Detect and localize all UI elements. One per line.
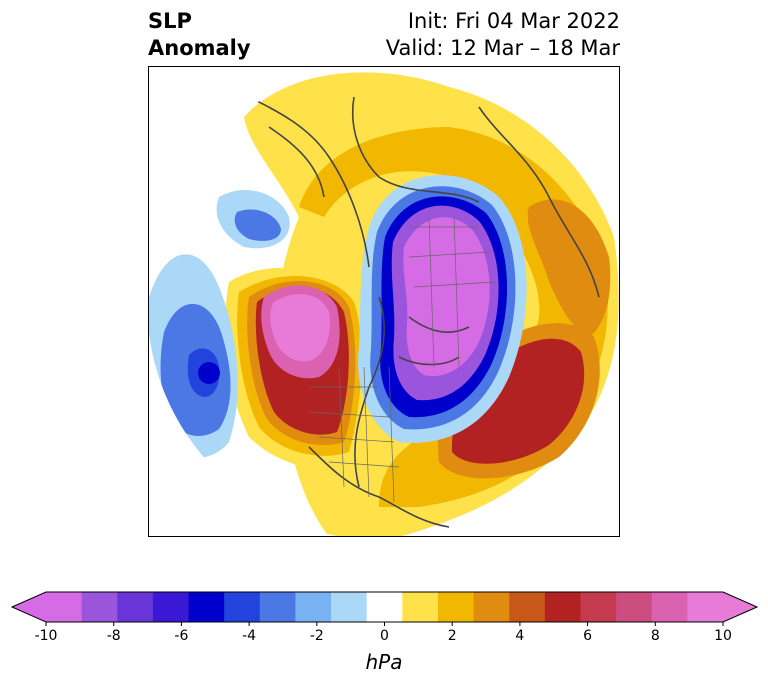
title-field-type: Anomaly — [148, 36, 251, 60]
colorbar-cell — [188, 592, 225, 622]
colorbar-cell — [331, 592, 368, 622]
colorbar-cell — [473, 592, 510, 622]
colorbar-tick-label: 6 — [583, 628, 593, 644]
positive-anomaly-orange-ne — [527, 199, 611, 337]
colorbar-tick-label: 0 — [380, 628, 389, 644]
colorbar-cell — [616, 592, 653, 622]
colorbar-cell — [651, 592, 688, 622]
coastlines — [248, 96, 600, 528]
colorbar-cell — [259, 592, 296, 622]
colorbar-cell — [687, 592, 724, 622]
colorbar-cell — [152, 592, 190, 622]
colorbar-tick-label: -8 — [106, 628, 121, 644]
colorbar-tick-label: -2 — [309, 628, 324, 644]
colorbar-cell — [580, 592, 617, 622]
colorbar-cell — [46, 592, 83, 622]
colorbar-cell — [117, 592, 154, 622]
colorbar-cell — [544, 592, 581, 622]
colorbar — [10, 591, 758, 626]
anomaly-map — [149, 67, 619, 536]
negative-anomaly-northwest-core — [234, 209, 281, 241]
colorbar-cell — [509, 592, 546, 622]
init-date-label: Init: Fri 04 Mar 2022 — [407, 9, 620, 33]
negative-anomaly-core — [403, 217, 490, 377]
colorbar-cell — [366, 592, 403, 622]
map-title-left: SLP Anomaly — [148, 8, 251, 62]
colorbar-cell — [224, 592, 261, 622]
colorbar-tick-label: -6 — [174, 628, 189, 644]
colorbar-cell — [402, 592, 439, 622]
colorbar-tick-label: 4 — [515, 628, 525, 644]
colorbar-over-arrow — [723, 592, 757, 622]
map-title-right: Init: Fri 04 Mar 2022 Valid: 12 Mar – 18… — [386, 8, 620, 62]
colorbar-cells — [10, 591, 758, 626]
positive-anomaly-red-east — [451, 338, 585, 464]
pacific-low-center — [198, 362, 220, 384]
borders — [308, 216, 495, 503]
hemisphere-disc — [149, 67, 619, 536]
colorbar-tick-label: -10 — [34, 628, 58, 644]
colorbar-tick-label: -4 — [242, 628, 257, 644]
map-panel — [148, 66, 620, 537]
positive-anomaly-pink-inner — [270, 294, 330, 362]
colorbar-under-arrow — [12, 592, 46, 622]
colorbar-tick-label: 10 — [714, 628, 732, 644]
colorbar-cell — [81, 592, 118, 622]
valid-range-label: Valid: 12 Mar – 18 Mar — [385, 36, 620, 60]
title-field-name: SLP — [148, 9, 192, 33]
colorbar-cell — [437, 592, 475, 622]
colorbar-cell — [295, 592, 332, 622]
colorbar-unit-label: hPa — [365, 650, 403, 674]
colorbar-tick-label: 2 — [447, 628, 457, 644]
colorbar-tick-label: 8 — [650, 628, 660, 644]
